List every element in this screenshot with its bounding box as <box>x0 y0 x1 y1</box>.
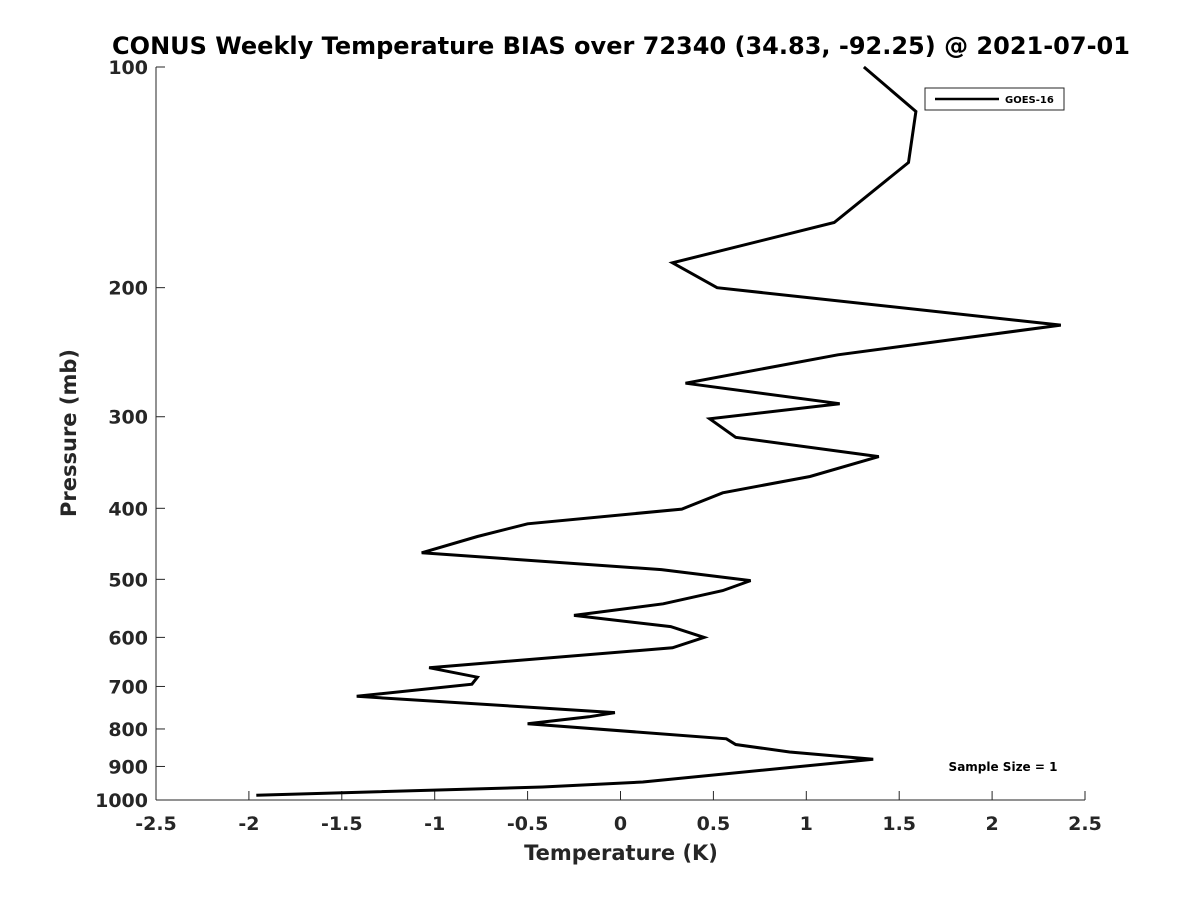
y-tick-label: 100 <box>108 57 148 79</box>
series-layer <box>256 65 1061 797</box>
x-tick-label: 1.5 <box>882 813 916 835</box>
y-tick-label: 1000 <box>95 790 148 812</box>
y-tick-label: 200 <box>108 278 148 300</box>
x-tick-label: 2.5 <box>1068 813 1102 835</box>
x-tick-label: 2 <box>985 813 998 835</box>
y-tick-label: 700 <box>108 676 148 698</box>
y-tick-label: 500 <box>108 569 148 591</box>
plot-area <box>156 67 1085 800</box>
y-axis-label: Pressure (mb) <box>57 349 81 517</box>
chart-title: CONUS Weekly Temperature BIAS over 72340… <box>112 32 1130 60</box>
x-tick-label: 1 <box>800 813 813 835</box>
y-tick-label: 400 <box>108 498 148 520</box>
legend: GOES-16 <box>924 87 1065 111</box>
sample-size-annotation: Sample Size = 1 <box>949 760 1058 774</box>
x-tick-label: -2 <box>238 813 259 835</box>
x-tick-label: 0.5 <box>697 813 731 835</box>
y-ticks: 100 200 300 400 500 600 700 800 900 1000 <box>95 57 165 812</box>
y-tick-label: 900 <box>108 756 148 778</box>
x-ticks: -2.5 -2 -1.5 -1 -0.5 0 0.5 1 1.5 2 2.5 <box>135 791 1102 835</box>
legend-label-goes-16: GOES-16 <box>1005 95 1054 106</box>
x-tick-label: -1 <box>424 813 445 835</box>
y-tick-label: 300 <box>108 407 148 429</box>
y-tick-label: 600 <box>108 627 148 649</box>
y-tick-label: 800 <box>108 719 148 741</box>
series-line-goes-16 <box>256 65 1061 797</box>
x-axis-label: Temperature (K) <box>524 841 718 865</box>
x-tick-label: -1.5 <box>321 813 363 835</box>
x-tick-label: -2.5 <box>135 813 177 835</box>
x-tick-label: -0.5 <box>507 813 549 835</box>
x-tick-label: 0 <box>614 813 627 835</box>
